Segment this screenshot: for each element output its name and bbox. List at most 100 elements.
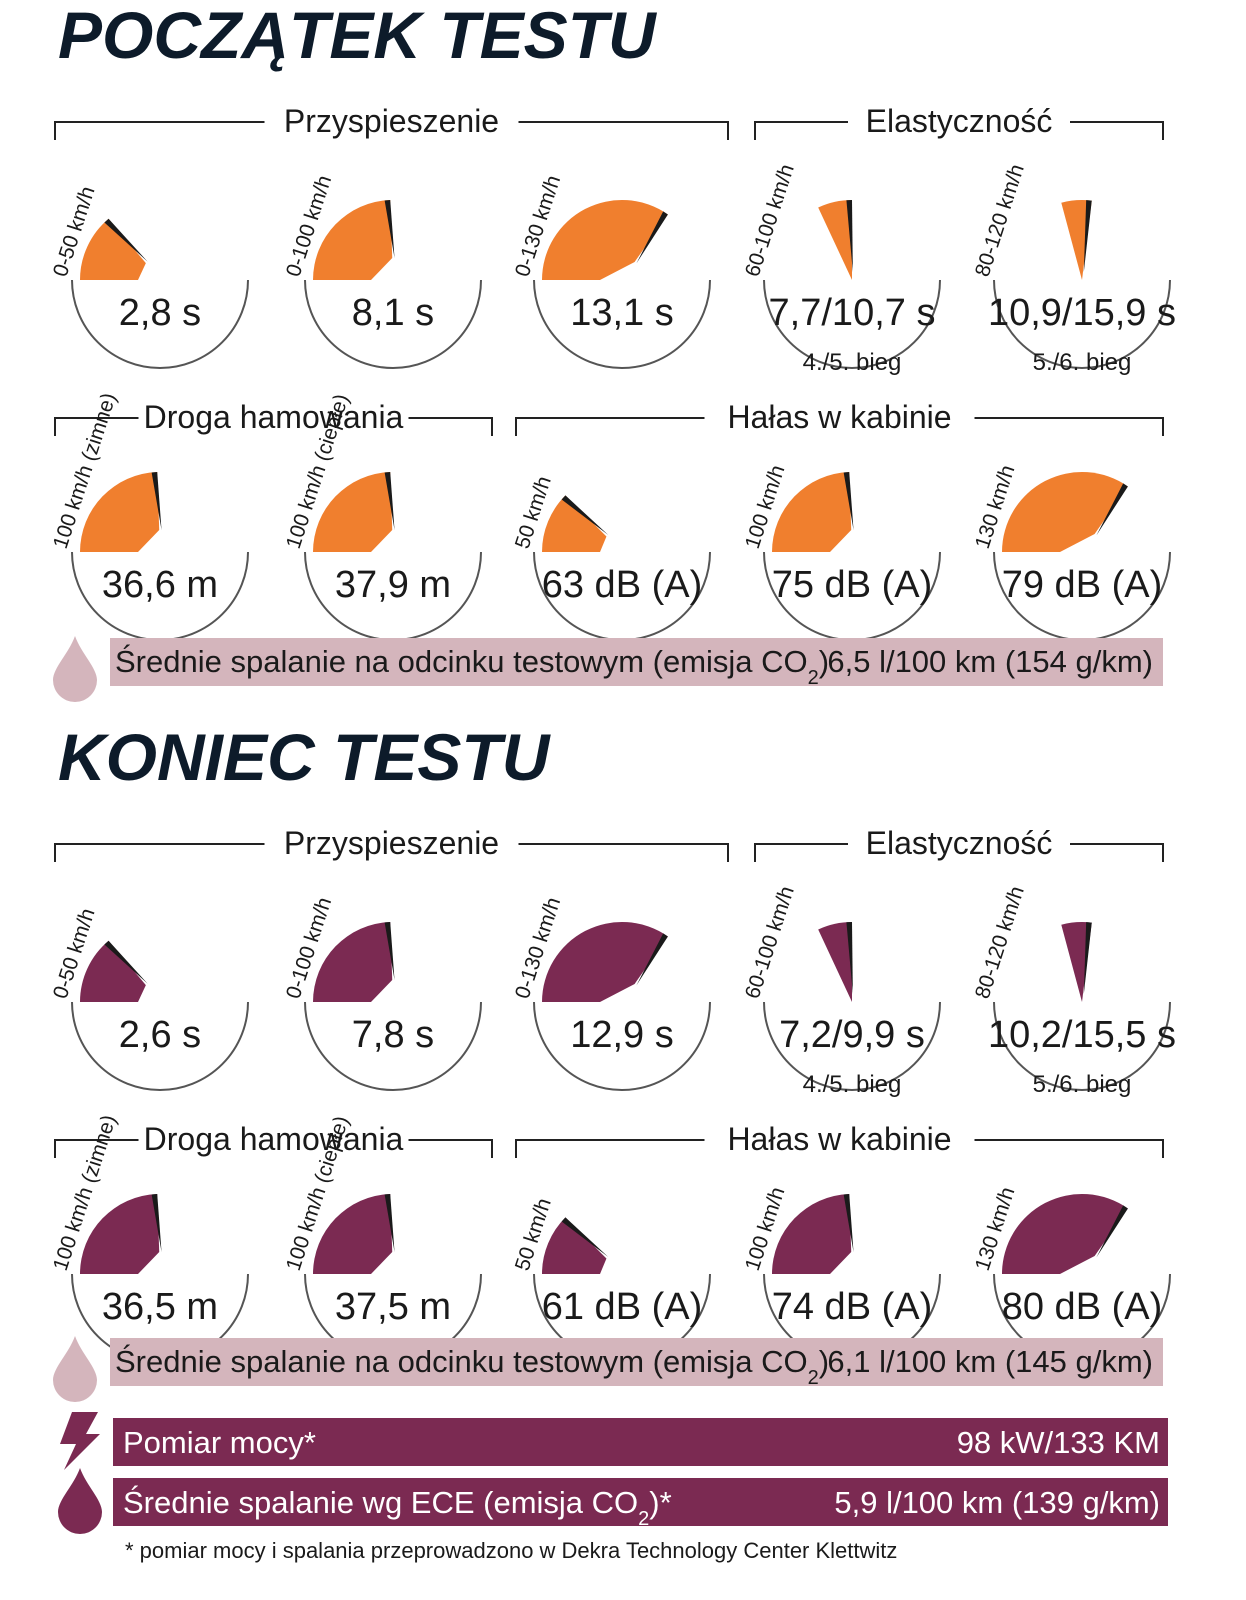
gauge-needle bbox=[846, 200, 853, 273]
gauge-wedge bbox=[772, 472, 852, 552]
gauge-wedge bbox=[818, 922, 852, 1002]
gauge-needle bbox=[384, 200, 395, 259]
gauge-value: 10,2/15,5 s bbox=[988, 1014, 1176, 1056]
gauge-needle bbox=[104, 940, 148, 984]
group-header: Droga hamowania bbox=[144, 399, 404, 435]
header-bracket bbox=[754, 121, 1164, 140]
gauge-arc bbox=[993, 1001, 1171, 1091]
gauge-needle bbox=[151, 472, 162, 531]
group-header: Elastyczność bbox=[866, 103, 1053, 139]
gauge-note: 5./6. bieg bbox=[1033, 349, 1132, 376]
gauge-arc bbox=[533, 279, 711, 369]
gauge-value: 10,9/15,9 s bbox=[988, 292, 1176, 334]
gauge-needle bbox=[843, 1194, 854, 1253]
drop-icon bbox=[53, 636, 97, 702]
gauge-wedge bbox=[80, 472, 160, 552]
gauge-wedge bbox=[542, 200, 668, 280]
gauge-value: 7,7/10,7 s bbox=[769, 292, 936, 334]
gauge-wedge bbox=[542, 495, 607, 552]
consumption-value: 6,1 l/100 km (145 g/km) bbox=[827, 1344, 1153, 1379]
gauge-wedge bbox=[1002, 472, 1128, 552]
consumption-value: 6,5 l/100 km (154 g/km) bbox=[827, 644, 1153, 679]
bolt-icon bbox=[60, 1412, 100, 1470]
gauge-wedge bbox=[542, 922, 668, 1002]
gauge-value: 75 dB (A) bbox=[772, 564, 933, 606]
group-header: Elastyczność bbox=[866, 825, 1053, 861]
consumption-label: Średnie spalanie na odcinku testowym (em… bbox=[115, 1343, 829, 1389]
ece-label-part: 2 bbox=[638, 1508, 649, 1530]
gauge-value: 7,8 s bbox=[352, 1014, 434, 1056]
group-header: Hałas w kabinie bbox=[727, 399, 951, 435]
group-header: Hałas w kabinie bbox=[727, 1121, 951, 1157]
power-bar bbox=[113, 1418, 1168, 1466]
gauge-wedge bbox=[80, 218, 146, 280]
gauge-value: 74 dB (A) bbox=[772, 1286, 933, 1328]
gauge-value: 12,9 s bbox=[570, 1014, 674, 1056]
ece-label: Średnie spalanie wg ECE (emisja CO2)* bbox=[123, 1484, 672, 1530]
header-bracket bbox=[54, 843, 729, 862]
consumption-label-part: Średnie spalanie na odcinku testowym (em… bbox=[115, 643, 808, 679]
gauge-label: 80-120 km/h bbox=[971, 883, 1029, 1001]
gauge-needle bbox=[1096, 483, 1128, 536]
gauge-note: 5./6. bieg bbox=[1033, 1071, 1132, 1098]
gauge-value: 37,9 m bbox=[335, 564, 451, 606]
gauge-needle bbox=[846, 922, 853, 995]
gauge-needle bbox=[1096, 1205, 1128, 1258]
header-bracket bbox=[515, 417, 1164, 436]
header-bracket bbox=[54, 1139, 493, 1158]
gauge-wedge bbox=[80, 940, 146, 1002]
header-bracket bbox=[754, 843, 1164, 862]
header-bracket bbox=[54, 121, 729, 140]
gauge-wedge bbox=[772, 1194, 852, 1274]
consumption-bar bbox=[110, 638, 1163, 686]
consumption-label-part: 2 bbox=[808, 667, 819, 689]
gauge-needle bbox=[1083, 200, 1092, 273]
gauge-arc bbox=[763, 1001, 941, 1091]
gauge-value: 80 dB (A) bbox=[1002, 1286, 1163, 1328]
gauge-label: 80-120 km/h bbox=[971, 161, 1029, 279]
consumption-label-part: ) bbox=[819, 1344, 829, 1379]
consumption-label-part: Średnie spalanie na odcinku testowym (em… bbox=[115, 1343, 808, 1379]
gauge-value: 7,2/9,9 s bbox=[779, 1014, 925, 1056]
gauge-wedge bbox=[79, 1194, 160, 1274]
group-header: Przyspieszenie bbox=[284, 825, 499, 861]
gauge-needle bbox=[384, 922, 395, 981]
gauge-arc bbox=[993, 279, 1171, 369]
gauge-wedge bbox=[1061, 200, 1092, 280]
gauge-value: 79 dB (A) bbox=[1002, 564, 1163, 606]
gauge-note: 4./5. bieg bbox=[803, 349, 902, 376]
consumption-label-part: 2 bbox=[808, 1367, 819, 1389]
ece-label-part: Średnie spalanie wg ECE (emisja CO bbox=[123, 1484, 638, 1520]
consumption-label-part: ) bbox=[819, 644, 829, 679]
gauge-needle bbox=[1083, 922, 1092, 995]
gauge-value: 8,1 s bbox=[352, 292, 434, 334]
gauge-needle bbox=[561, 1217, 609, 1257]
header-bracket bbox=[54, 417, 493, 436]
gauge-needle bbox=[636, 211, 668, 264]
gauge-needle bbox=[384, 472, 395, 531]
gauge-value: 63 dB (A) bbox=[542, 564, 703, 606]
gauge-needle bbox=[561, 495, 609, 535]
ece-label-part: )* bbox=[649, 1485, 671, 1520]
gauge-wedge bbox=[542, 1217, 607, 1274]
gauge-wedge bbox=[818, 200, 852, 280]
gauge-wedge bbox=[1061, 922, 1092, 1002]
gauge-value: 13,1 s bbox=[570, 292, 674, 334]
gauge-value: 2,8 s bbox=[119, 292, 201, 334]
gauge-label: 60-100 km/h bbox=[741, 161, 799, 279]
gauge-arc bbox=[304, 1001, 482, 1091]
drop-icon bbox=[58, 1468, 102, 1534]
gauge-wedge bbox=[313, 922, 393, 1002]
drop-icon bbox=[53, 1336, 97, 1402]
gauge-needle bbox=[843, 472, 854, 531]
gauge-needle bbox=[384, 1194, 395, 1253]
gauge-needle bbox=[151, 1194, 162, 1253]
gauge-arc bbox=[71, 279, 249, 369]
gauge-arc bbox=[71, 1001, 249, 1091]
gauge-needle bbox=[636, 933, 668, 986]
section-title: POCZĄTEK TESTU bbox=[58, 0, 658, 72]
gauge-value: 2,6 s bbox=[119, 1014, 201, 1056]
gauge-needle bbox=[104, 218, 148, 262]
power-value: 98 kW/133 KM bbox=[957, 1425, 1160, 1460]
